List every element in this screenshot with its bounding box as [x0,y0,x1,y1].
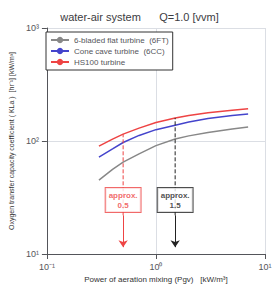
svg-text:10¹: 10¹ [258,262,271,272]
svg-text:Oxygen transfer capacity coeff: Oxygen transfer capacity coefficient ( K… [8,52,16,230]
svg-text:10⁰: 10⁰ [149,262,162,272]
svg-text:0.5: 0.5 [118,201,130,210]
svg-text:water-air system Q=1.0 [v: water-air system Q=1.0 [vvm] [59,11,219,23]
svg-text:10³: 10³ [26,23,39,33]
svg-text:10¹: 10¹ [26,249,39,259]
svg-text:Cone cave turbine (6CC): Cone cave turbine (6CC) [74,47,165,56]
svg-text:approx.: approx. [161,191,190,200]
svg-text:6-bladed flat turbine (6FT): 6-bladed flat turbine (6FT) [74,36,169,45]
svg-text:approx.: approx. [109,191,138,200]
svg-text:10²: 10² [26,136,39,146]
svg-text:HS100 turbine: HS100 turbine [74,58,126,67]
svg-text:10⁻¹: 10⁻¹ [39,262,55,272]
svg-text:Power of aeration mixing (Pgv): Power of aeration mixing (Pgv) [kW/m³] [84,275,228,284]
svg-text:1.5: 1.5 [170,201,182,210]
